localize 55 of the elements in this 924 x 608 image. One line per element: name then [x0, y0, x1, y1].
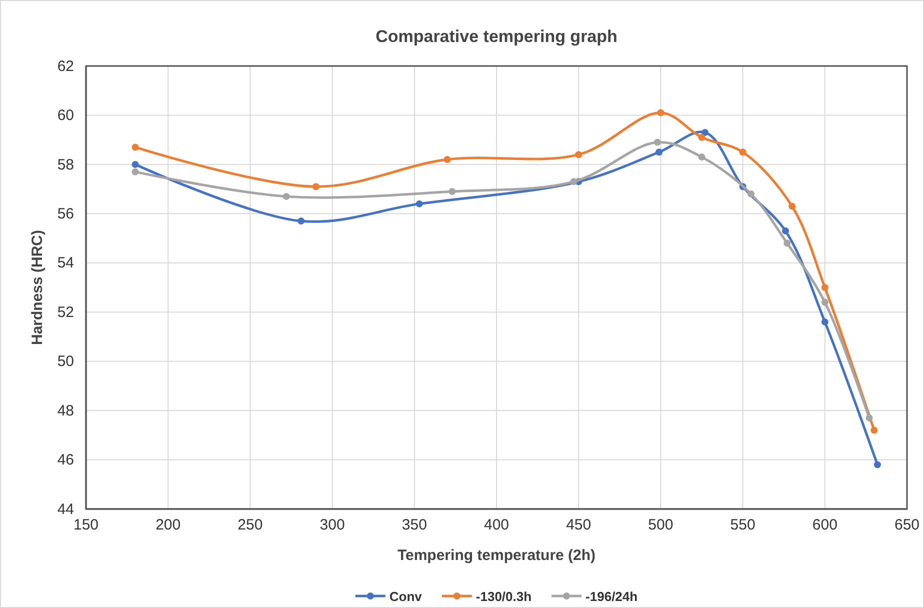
point: [132, 168, 139, 176]
x-tick-label: 550: [730, 516, 756, 534]
point: [132, 144, 139, 151]
point: [312, 183, 320, 190]
x-axis-title: Tempering temperature (2h): [397, 547, 596, 564]
y-tick-label: 52: [57, 304, 74, 321]
chart-title: Comparative tempering graph: [376, 27, 618, 46]
x-tick-label: 500: [648, 516, 674, 534]
point: [821, 298, 828, 306]
legend-label: -130/0.3h: [476, 589, 532, 604]
point: [788, 202, 796, 210]
point: [698, 154, 706, 161]
x-tick-label: 450: [566, 516, 592, 534]
point: [866, 414, 873, 422]
point: [282, 192, 290, 200]
y-tick-label: 46: [57, 452, 74, 469]
point: [298, 218, 305, 225]
y-tick-label: 58: [57, 156, 74, 174]
point: [821, 318, 828, 326]
point: [874, 461, 881, 468]
x-tick-label: 200: [156, 516, 181, 534]
point: [654, 138, 661, 146]
legend-label: Conv: [389, 589, 423, 604]
x-tick-label: 250: [238, 516, 263, 534]
point: [870, 426, 878, 434]
point: [782, 227, 789, 234]
y-tick-label: 54: [57, 254, 74, 272]
point: [132, 160, 139, 168]
point: [416, 200, 423, 208]
point: [448, 188, 456, 196]
point: [575, 151, 582, 158]
y-tick-label: 44: [57, 500, 74, 518]
point: [821, 284, 828, 291]
x-tick-label: 650: [894, 516, 920, 534]
point: [656, 148, 663, 156]
point: [784, 240, 791, 247]
point: [702, 128, 709, 136]
x-tick-label: 150: [73, 516, 99, 534]
x-tick-label: 300: [320, 516, 345, 534]
y-axis-title: Hardness (HRC): [29, 230, 46, 346]
point: [698, 134, 706, 141]
y-tick-label: 62: [57, 58, 74, 75]
y-tick-label: 50: [57, 353, 74, 370]
y-tick-label: 56: [57, 205, 74, 222]
point: [739, 148, 746, 156]
point: [748, 190, 755, 198]
point: [657, 109, 664, 116]
point: [570, 178, 578, 186]
y-tick-label: 48: [57, 402, 74, 420]
legend-label: -196/24h: [586, 589, 638, 604]
x-tick-label: 600: [812, 516, 838, 534]
x-tick-label: 350: [402, 516, 427, 534]
point: [444, 156, 451, 164]
y-tick-label: 60: [57, 107, 74, 124]
x-tick-label: 400: [484, 516, 510, 534]
